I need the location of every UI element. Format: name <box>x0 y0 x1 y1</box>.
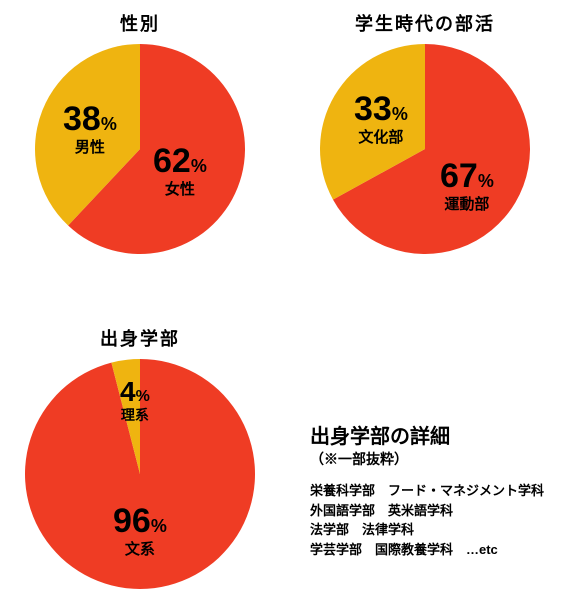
gender-chart-block: 性別 62%女性 38%男性 <box>35 10 245 254</box>
infographic-container: 性別 62%女性 38%男性 学生時代の部活 67%運動部 33%文化部 出身学部 … <box>0 0 573 616</box>
club-pie: 67%運動部 33%文化部 <box>320 44 530 254</box>
gender-chart-title: 性別 <box>35 10 245 36</box>
faculty-pie: 96%文系 4%理系 <box>25 359 255 589</box>
faculty-detail-list: 栄養科学部 フード・マネジメント学科 外国語学部 英米語学科 法学部 法律学科 … <box>310 481 544 559</box>
club-chart-block: 学生時代の部活 67%運動部 33%文化部 <box>320 10 530 254</box>
faculty-detail-block: 出身学部の詳細 （※一部抜粋） 栄養科学部 フード・マネジメント学科 外国語学部… <box>310 420 544 559</box>
pie-slice-label: 96%文系 <box>113 504 167 557</box>
faculty-detail-subtitle: （※一部抜粋） <box>310 449 544 469</box>
pie-slice-label: 62%女性 <box>153 144 207 197</box>
pie-slice-label: 67%運動部 <box>440 159 494 212</box>
faculty-chart-title: 出身学部 <box>25 325 255 351</box>
club-chart-title: 学生時代の部活 <box>320 10 530 36</box>
pie-slice-label: 33%文化部 <box>354 92 408 145</box>
faculty-detail-title: 出身学部の詳細 <box>310 420 544 449</box>
pie-slice-label: 4%理系 <box>120 377 150 423</box>
gender-pie: 62%女性 38%男性 <box>35 44 245 254</box>
faculty-chart-block: 出身学部 96%文系 4%理系 <box>25 325 255 589</box>
pie-slice-label: 38%男性 <box>63 102 117 155</box>
